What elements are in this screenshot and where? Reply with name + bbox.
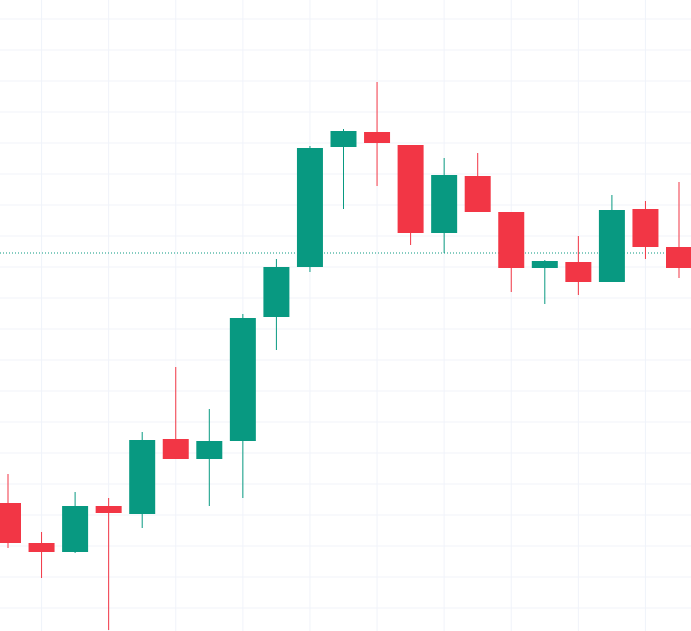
- candle-body: [632, 209, 659, 247]
- candle-body: [330, 131, 357, 147]
- candle-body: [397, 145, 424, 233]
- candle-body: [162, 439, 189, 459]
- candle-body: [263, 267, 290, 317]
- candle-body: [431, 175, 458, 233]
- candle-body: [62, 506, 89, 552]
- candle-body: [229, 318, 256, 441]
- candle-body: [565, 262, 592, 282]
- candle-body: [196, 441, 223, 459]
- candle-body: [129, 440, 156, 514]
- candle-body: [464, 176, 491, 212]
- candle-body: [666, 247, 691, 268]
- candle-body: [95, 506, 122, 513]
- candle-body: [0, 503, 21, 543]
- candle-body: [296, 148, 323, 267]
- candle-body: [28, 543, 55, 552]
- candle-body: [598, 210, 625, 282]
- candle-body: [364, 132, 391, 143]
- candle-body: [498, 212, 525, 268]
- candle-body: [531, 261, 558, 268]
